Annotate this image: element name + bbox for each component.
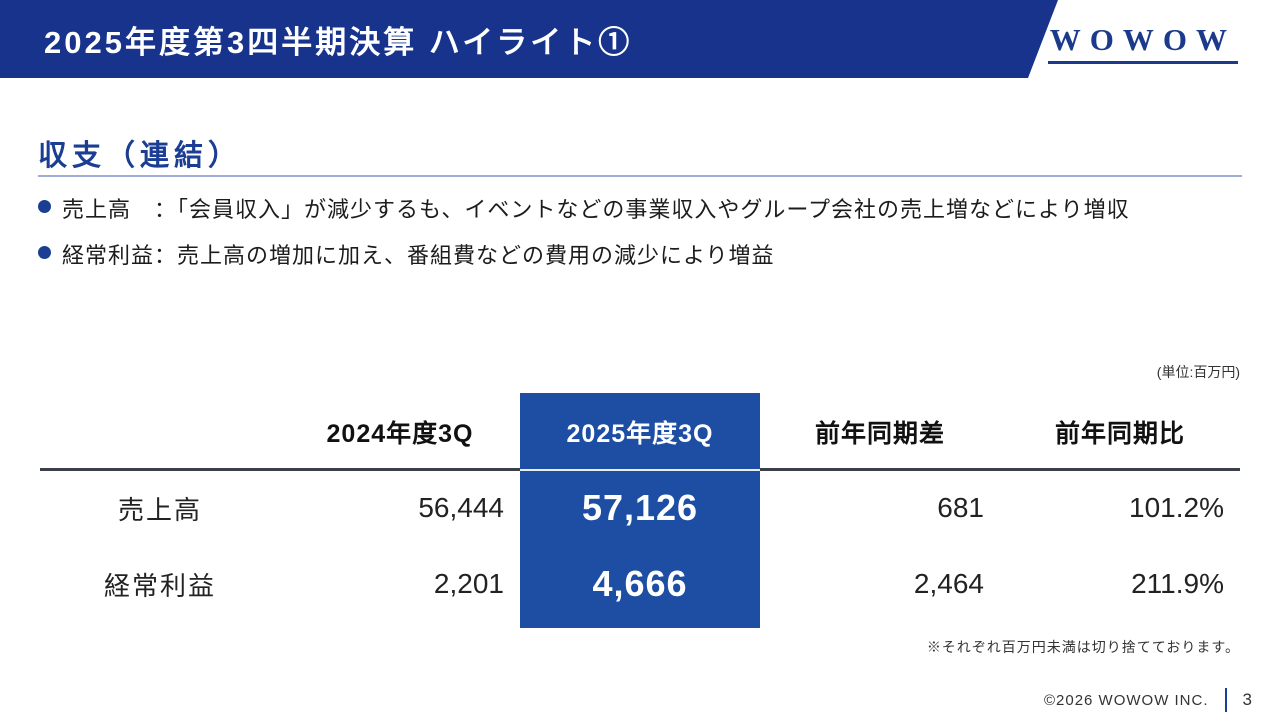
bullet-item-sales: 売上高 ：「会員収入」が減少するも、イベントなどの事業収入やグループ会社の売上増… [38, 192, 1130, 224]
value-current-year: 4,666 [592, 563, 688, 604]
bullet-icon [38, 200, 51, 213]
value-ratio: 211.9% [1131, 568, 1224, 599]
row-label: 経常利益 [103, 570, 216, 601]
table-header-row: 2024年度3Q 2025年度3Q 前年同期差 前年同期比 [40, 393, 1240, 470]
value-diff: 681 [937, 492, 984, 523]
value-prev-year: 2,201 [433, 568, 504, 599]
wowow-logo: WOWOW [1047, 22, 1238, 64]
bullet-text: 経常利益：売上高の増加に加え、番組費などの費用の減少により増益 [62, 243, 775, 268]
value-current-year: 57,126 [581, 487, 699, 528]
bullet-icon [38, 246, 51, 259]
table-row-sales: 売上高 56,444 57,126 681 101.2% [40, 470, 1240, 546]
row-label: 売上高 [117, 494, 202, 525]
value-ratio: 101.2% [1129, 492, 1224, 523]
footer: ©2026 WOWOW INC. 3 [1044, 688, 1252, 712]
value-prev-year: 56,444 [418, 492, 504, 523]
section-divider [38, 175, 1242, 177]
table-footnote: ※それぞれ百万円未満は切り捨てております。 [926, 639, 1240, 655]
column-header-diff: 前年同期差 [814, 419, 945, 448]
bullet-item-profit: 経常利益：売上高の増加に加え、番組費などの費用の減少により増益 [38, 238, 775, 270]
table-header-rule-right [760, 468, 1240, 471]
section-heading: 収支（連結） [38, 140, 243, 172]
footer-divider [1224, 688, 1227, 712]
title-bar: 2025年度第3四半期決算 ハイライト① [0, 0, 1058, 78]
bullet-text: 売上高 ：「会員収入」が減少するも、イベントなどの事業収入やグループ会社の売上増… [62, 197, 1130, 222]
highlight-column-background [520, 393, 760, 628]
highlight-column-divider [520, 469, 760, 471]
table-row-profit: 経常利益 2,201 4,666 2,464 211.9% [40, 546, 1240, 622]
unit-note: (単位:百万円) [1156, 364, 1240, 380]
table-header-rule-left [40, 468, 520, 471]
financial-table: 2024年度3Q 2025年度3Q 前年同期差 前年同期比 売上高 56,444… [40, 393, 1240, 628]
column-header-prev-year: 2024年度3Q [326, 419, 474, 448]
value-diff: 2,464 [913, 568, 984, 599]
slide-title: 2025年度第3四半期決算 ハイライト① [44, 24, 633, 60]
column-header-empty [40, 393, 280, 470]
column-header-ratio: 前年同期比 [1054, 419, 1185, 448]
copyright-text: ©2026 WOWOW INC. [1043, 691, 1209, 709]
column-header-current-year: 2025年度3Q [566, 419, 714, 448]
page-number: 3 [1242, 690, 1252, 709]
